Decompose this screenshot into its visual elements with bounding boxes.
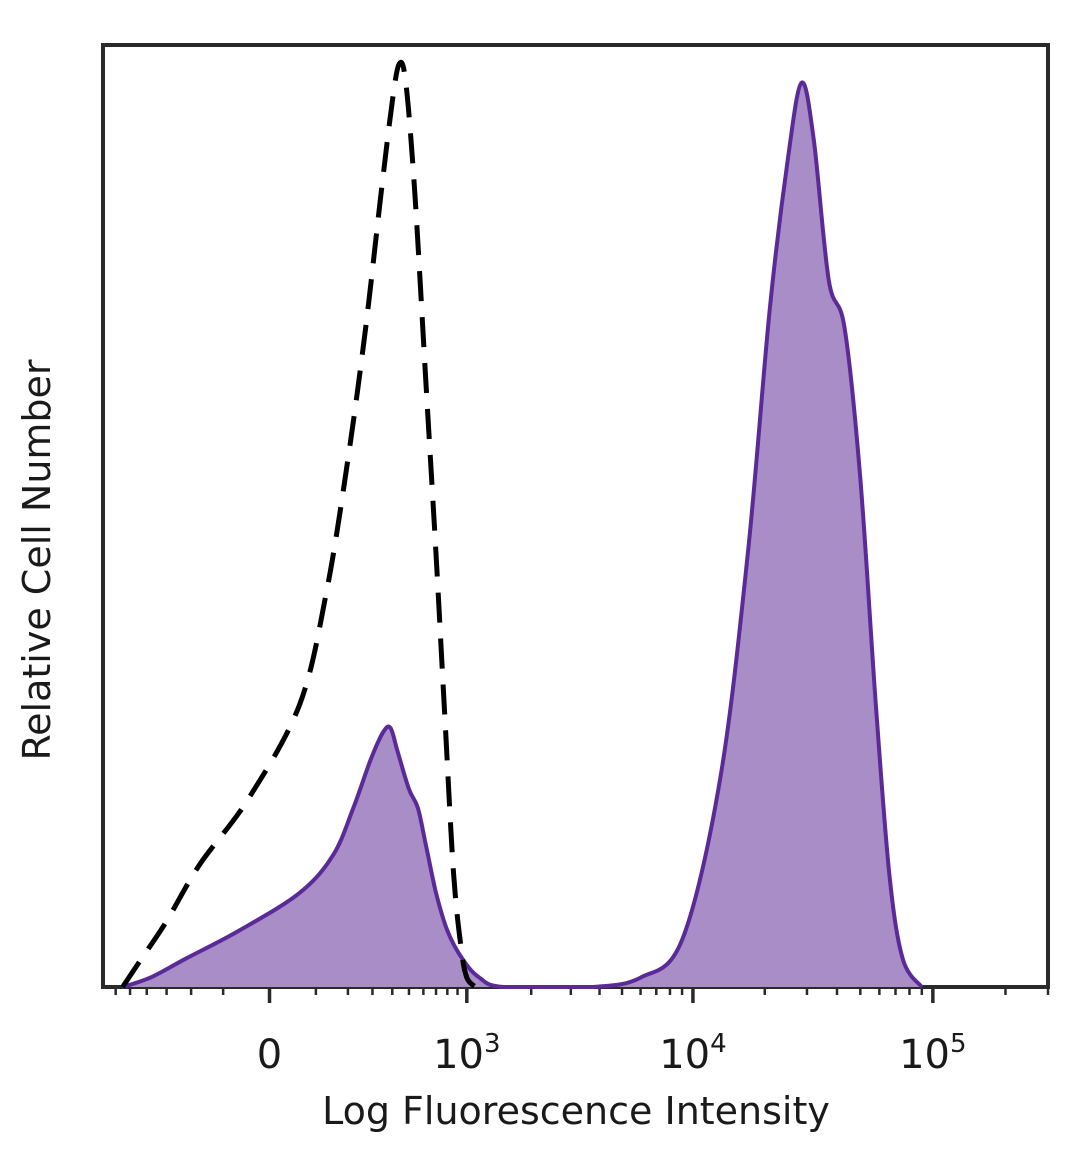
stained-histogram-line [121, 80, 924, 990]
histogram-series [120, 59, 924, 990]
plot-frame [101, 43, 1050, 989]
x-tick-label: 105 [899, 1029, 966, 1078]
x-tick-label: 104 [659, 1029, 726, 1078]
x-axis-minor-ticks [114, 987, 1050, 995]
x-axis-tick-labels: 0 103 104 105 [257, 1029, 967, 1078]
x-tick-label: 0 [257, 1032, 282, 1078]
y-axis-title: Relative Cell Number [15, 359, 59, 760]
stained-histogram-fill [122, 82, 922, 988]
x-tick-label: 103 [433, 1029, 500, 1078]
x-axis-major-ticks [267, 987, 935, 1003]
x-axis-title: Log Fluorescence Intensity [322, 1089, 830, 1133]
